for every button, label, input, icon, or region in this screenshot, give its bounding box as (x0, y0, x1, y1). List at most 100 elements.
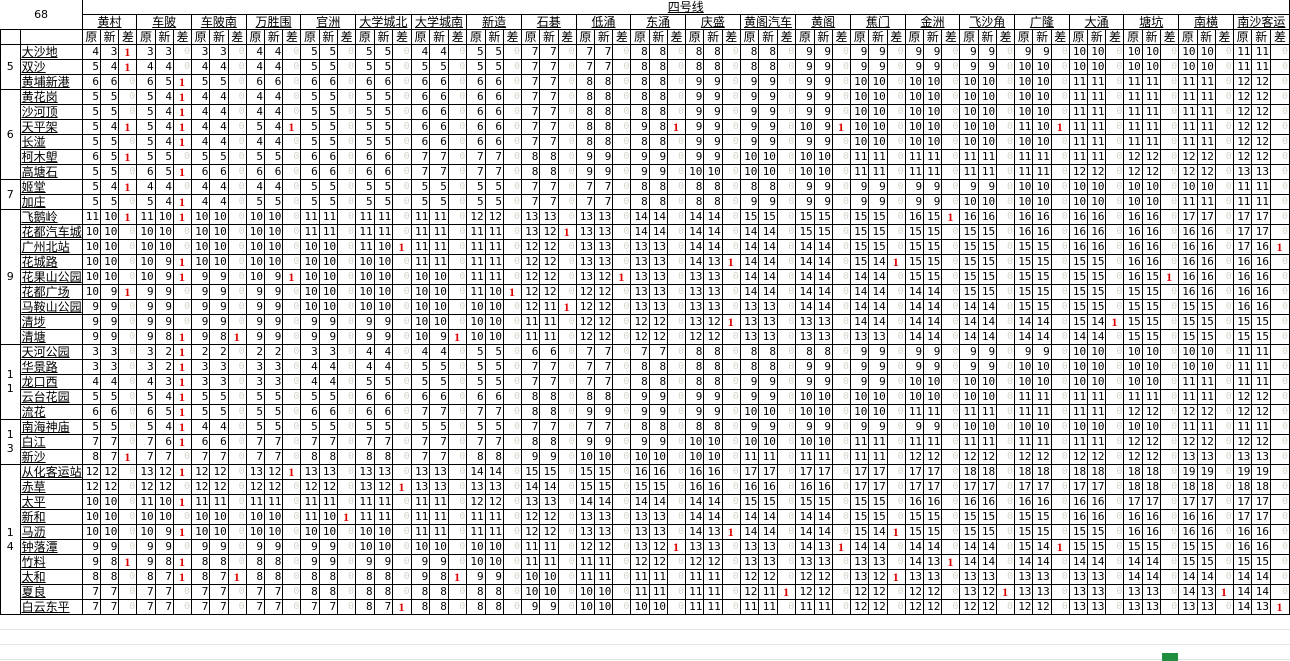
new-fare[interactable]: 4 (209, 119, 229, 135)
fare-diff[interactable]: 1 (1160, 269, 1180, 285)
fare-diff[interactable]: 0 (503, 554, 522, 570)
fare-diff[interactable]: 0 (1105, 509, 1125, 525)
new-fare[interactable]: 13 (703, 524, 723, 540)
original-fare[interactable]: 10 (904, 74, 925, 90)
original-fare[interactable]: 13 (575, 209, 596, 225)
fare-diff[interactable]: 1 (667, 119, 687, 135)
original-fare[interactable]: 8 (575, 104, 596, 120)
original-fare[interactable]: 10 (1014, 104, 1034, 120)
fare-diff[interactable]: 0 (1270, 74, 1290, 90)
original-fare[interactable]: 10 (575, 449, 596, 465)
new-fare[interactable]: 10 (264, 509, 284, 525)
new-fare[interactable]: 10 (373, 254, 394, 270)
fare-diff[interactable]: 0 (996, 329, 1016, 345)
station-header[interactable]: 南横 (1178, 14, 1234, 30)
subheader-original[interactable]: 原 (1014, 29, 1034, 45)
new-fare[interactable]: 15 (1251, 314, 1272, 330)
new-fare[interactable]: 18 (1196, 479, 1216, 495)
subheader-diff[interactable]: 差 (721, 29, 741, 45)
new-fare[interactable]: 9 (373, 329, 394, 345)
original-fare[interactable]: 14 (904, 329, 925, 345)
fare-diff[interactable]: 0 (173, 44, 192, 60)
new-fare[interactable]: 14 (977, 554, 998, 570)
original-fare[interactable]: 10 (850, 134, 870, 150)
original-fare[interactable]: 10 (466, 554, 486, 570)
original-fare[interactable]: 12 (1123, 149, 1143, 165)
new-fare[interactable]: 11 (1196, 194, 1216, 210)
new-fare[interactable]: 10 (977, 89, 998, 105)
new-fare[interactable]: 13 (539, 209, 559, 225)
fare-diff[interactable]: 0 (941, 59, 961, 75)
fare-diff[interactable]: 0 (503, 254, 522, 270)
new-fare[interactable]: 9 (977, 44, 998, 60)
subheader-new[interactable]: 新 (648, 29, 669, 45)
new-fare[interactable]: 12 (1087, 449, 1107, 465)
new-fare[interactable]: 5 (484, 419, 505, 435)
subheader-new[interactable]: 新 (539, 29, 559, 45)
original-fare[interactable]: 10 (1068, 179, 1089, 195)
original-fare[interactable]: 9 (300, 539, 320, 555)
new-fare[interactable]: 10 (648, 449, 669, 465)
fare-diff[interactable]: 0 (1050, 44, 1070, 60)
original-fare[interactable]: 10 (1068, 359, 1089, 375)
fare-diff[interactable]: 0 (612, 509, 632, 525)
new-fare[interactable]: 16 (1087, 209, 1107, 225)
new-fare[interactable]: 9 (318, 329, 339, 345)
original-fare[interactable]: 5 (190, 389, 211, 405)
fare-diff[interactable]: 0 (721, 569, 741, 585)
fare-diff[interactable]: 0 (832, 89, 852, 105)
new-fare[interactable]: 10 (429, 299, 449, 315)
original-fare[interactable]: 15 (1178, 314, 1198, 330)
new-fare[interactable]: 9 (868, 344, 888, 360)
fare-diff[interactable]: 0 (941, 449, 961, 465)
new-fare[interactable]: 10 (868, 134, 888, 150)
fare-diff[interactable]: 0 (1050, 284, 1070, 300)
original-fare[interactable]: 9 (739, 194, 760, 210)
fare-diff[interactable]: 0 (1270, 389, 1290, 405)
new-fare[interactable]: 7 (539, 359, 559, 375)
new-fare[interactable]: 17 (923, 464, 943, 480)
original-fare[interactable]: 11 (1068, 404, 1089, 420)
fare-diff[interactable]: 0 (392, 509, 412, 525)
fare-diff[interactable]: 0 (941, 479, 961, 495)
new-fare[interactable]: 17 (868, 479, 888, 495)
new-fare[interactable]: 12 (1251, 404, 1272, 420)
original-fare[interactable]: 7 (466, 164, 486, 180)
fare-diff[interactable]: 0 (1105, 434, 1125, 450)
new-fare[interactable]: 15 (868, 224, 888, 240)
fare-diff[interactable]: 0 (557, 89, 577, 105)
fare-diff[interactable]: 0 (1214, 179, 1234, 195)
new-fare[interactable]: 7 (539, 119, 559, 135)
station-name[interactable]: 赤草 (19, 479, 83, 495)
original-fare[interactable]: 18 (1014, 464, 1034, 480)
original-fare[interactable]: 10 (81, 254, 101, 270)
subheader-original[interactable]: 原 (1068, 29, 1089, 45)
new-fare[interactable]: 11 (1087, 434, 1107, 450)
group-label[interactable]: 9 (0, 209, 21, 345)
fare-diff[interactable]: 0 (503, 269, 522, 285)
original-fare[interactable]: 5 (245, 419, 266, 435)
fare-diff[interactable]: 0 (776, 239, 797, 255)
original-fare[interactable]: 5 (466, 419, 486, 435)
fare-diff[interactable]: 0 (282, 359, 302, 375)
new-fare[interactable]: 5 (99, 389, 120, 405)
fare-diff[interactable]: 0 (886, 479, 906, 495)
fare-diff[interactable]: 0 (118, 509, 138, 525)
subheader-new[interactable]: 新 (209, 29, 229, 45)
fare-diff[interactable]: 0 (392, 419, 412, 435)
new-fare[interactable]: 3 (99, 359, 120, 375)
new-fare[interactable]: 7 (594, 194, 614, 210)
new-fare[interactable]: 4 (429, 44, 449, 60)
new-fare[interactable]: 15 (1196, 314, 1216, 330)
original-fare[interactable]: 9 (739, 419, 760, 435)
original-fare[interactable]: 6 (466, 89, 486, 105)
original-fare[interactable]: 9 (1014, 44, 1034, 60)
fare-diff[interactable]: 0 (941, 464, 961, 480)
original-fare[interactable]: 8 (355, 449, 375, 465)
original-fare[interactable]: 18 (959, 464, 979, 480)
original-fare[interactable]: 9 (136, 299, 156, 315)
fare-diff[interactable]: 0 (832, 59, 852, 75)
fare-diff[interactable]: 0 (1270, 224, 1290, 240)
new-fare[interactable]: 10 (1032, 104, 1052, 120)
original-fare[interactable]: 10 (300, 524, 320, 540)
